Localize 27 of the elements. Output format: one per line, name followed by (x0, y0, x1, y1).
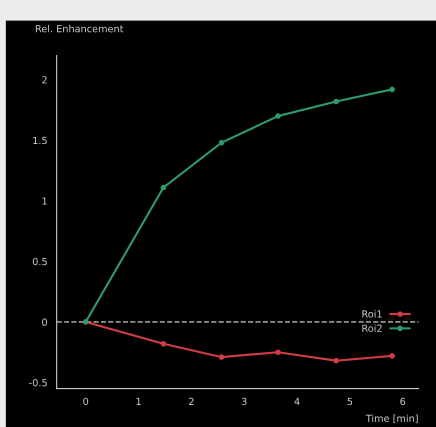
y-tick-label: -0.5 (29, 378, 47, 386)
point (160, 340, 166, 347)
y-tick-label: 1 (42, 197, 47, 205)
x-tick-label: 5 (348, 398, 352, 406)
point (218, 140, 224, 146)
legend-label: Roi2 (362, 324, 382, 332)
point (218, 354, 224, 360)
point (333, 358, 339, 364)
y-tick-label: 1.5 (33, 136, 47, 144)
y-tick-label: 0.5 (32, 258, 47, 266)
y-tick-label: 2 (42, 76, 47, 84)
point (389, 353, 395, 359)
x-tick-label: 0 (83, 398, 88, 406)
x-axis-title: Time [min] (366, 414, 418, 424)
point (275, 349, 281, 356)
x-tick-label: 2 (189, 398, 194, 405)
point (389, 86, 395, 92)
point (333, 98, 339, 104)
x-tick-label: 3 (242, 398, 247, 406)
point (275, 113, 281, 119)
y-axis-title: Rel. Enhancement (36, 24, 124, 32)
x-tick-label: 6 (400, 398, 406, 406)
y-tick-label: 0 (42, 318, 48, 326)
point (160, 184, 166, 190)
x-tick-label: 4 (294, 398, 300, 405)
legend-label: Roi1 (362, 310, 382, 318)
x-tick-label: 1 (136, 398, 141, 405)
